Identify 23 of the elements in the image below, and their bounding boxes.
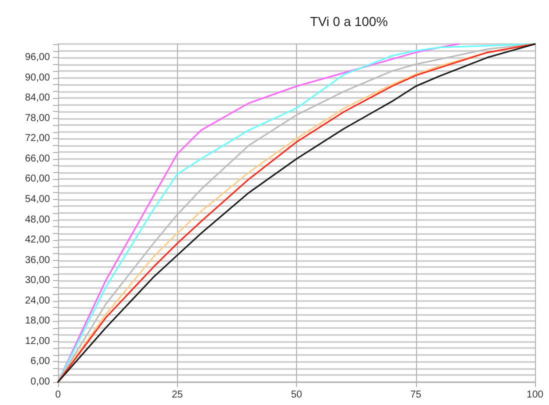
y-tick-label: 90,00: [24, 72, 50, 84]
y-tick-label: 60,00: [24, 174, 50, 185]
y-tick-label: 42,00: [24, 234, 50, 246]
y-tick-label: 18,00: [24, 316, 50, 327]
y-tick-label: 84,00: [24, 92, 50, 104]
y-tick-label: 66,00: [24, 153, 50, 164]
y-tick-label: 30,00: [24, 275, 50, 286]
y-tick-label: 36,00: [24, 254, 50, 266]
y-tick-label: 48,00: [24, 214, 50, 226]
x-tick-label: 100: [526, 390, 544, 400]
y-tick-label: 96,00: [24, 52, 50, 64]
y-tick-label: 72,00: [24, 133, 50, 144]
x-tick-label: 25: [172, 390, 184, 400]
y-tick-label: 54,00: [24, 194, 50, 205]
x-tick-label: 50: [290, 390, 302, 400]
y-tick-label: 78,00: [24, 112, 50, 124]
y-tick-label: 6,00: [30, 356, 50, 368]
y-tick-label: 0,00: [30, 376, 50, 388]
y-tick-label: 12,00: [24, 336, 50, 347]
x-tick-label: 75: [410, 390, 422, 400]
chart-title: TVi 0 a 100%: [310, 14, 388, 29]
y-tick-label: 24,00: [24, 295, 50, 306]
x-tick-label: 0: [55, 390, 62, 400]
